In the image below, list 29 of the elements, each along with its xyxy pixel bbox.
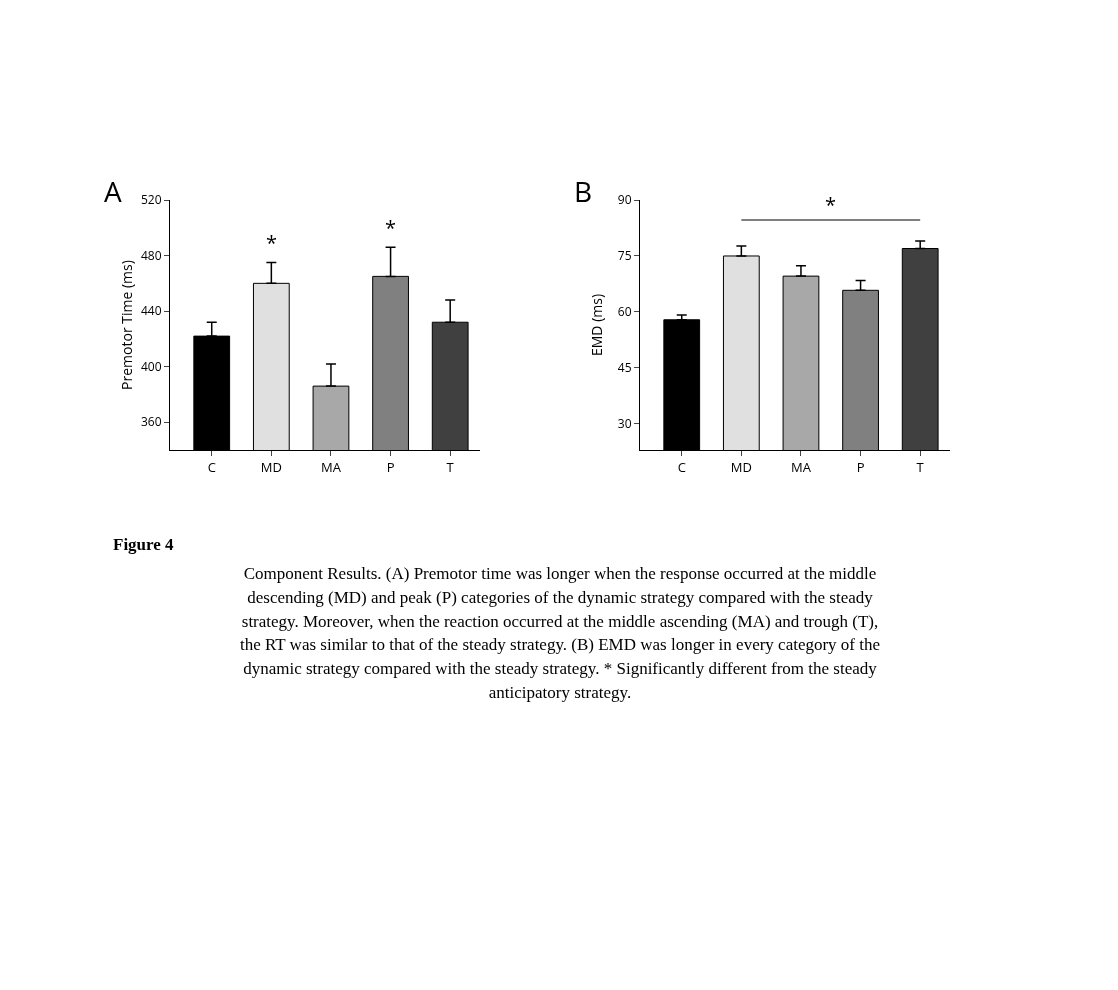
chart-title: B <box>574 172 593 210</box>
x-tick-label: C <box>677 457 686 476</box>
x-tick-label: T <box>916 457 925 476</box>
chart-title: A <box>104 172 122 210</box>
y-tick-label: 360 <box>141 413 162 431</box>
x-tick-label: MD <box>260 457 282 476</box>
y-tick-label: 75 <box>617 247 632 265</box>
y-tick-label: 520 <box>141 191 162 209</box>
x-tick-label: P <box>856 457 865 476</box>
x-tick-label: C <box>207 457 216 476</box>
annotation: * <box>266 229 278 256</box>
annotation: * <box>385 214 397 241</box>
y-tick-label: 90 <box>617 191 632 209</box>
annotation: * <box>825 191 837 218</box>
y-tick-label: 440 <box>141 302 162 320</box>
x-tick-label: P <box>386 457 395 476</box>
x-tick-label: T <box>446 457 455 476</box>
y-tick-label: 480 <box>141 246 162 264</box>
x-tick-label: MA <box>321 457 342 476</box>
x-tick-label: MA <box>791 457 812 476</box>
y-tick-label: 45 <box>617 359 632 377</box>
y-tick-label: 400 <box>141 357 162 375</box>
y-axis-title: Premotor Time (ms) <box>117 260 136 390</box>
caption: Figure 4 <box>113 535 174 555</box>
y-tick-label: 30 <box>617 415 632 433</box>
y-axis-title: EMD (ms) <box>587 293 606 357</box>
text: Component Results. (A) Premotor time was longer when the response occurred at the middle descending (MD) and peak (P) categories of the dynamic strategy compared with the steady strategy. Moreover, when the reaction occurred at the middle ascending (MA) and trough (T), the RT was similar to that of the steady strategy. (B) EMD was longer in every category of the dynamic strategy compared with the steady strategy. * Significantly different from the steady anticipatory strategy. <box>238 563 882 704</box>
x-tick-label: MD <box>730 457 752 476</box>
y-tick-label: 60 <box>617 303 632 321</box>
